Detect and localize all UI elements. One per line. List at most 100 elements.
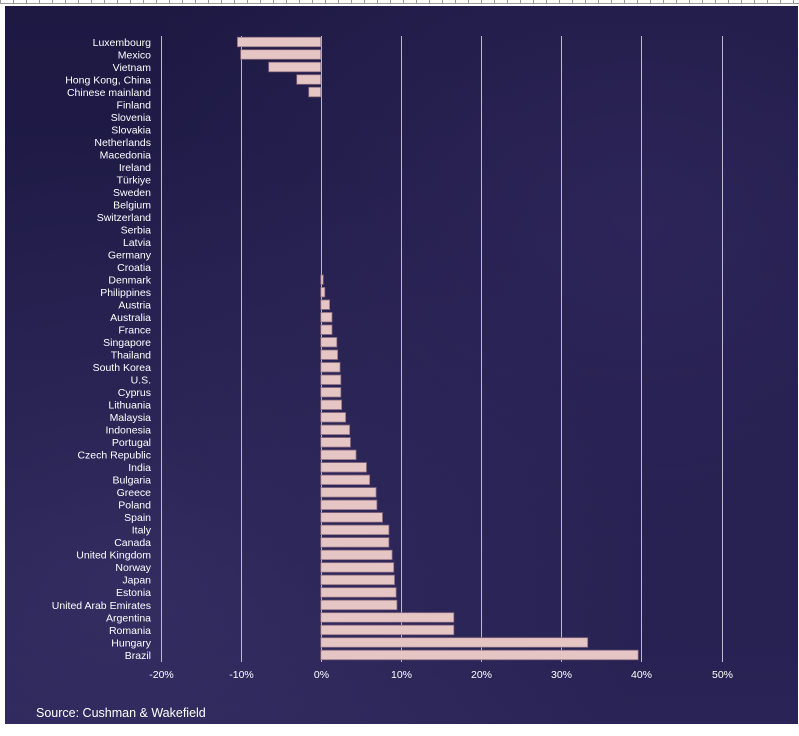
category-label: Spain: [124, 512, 151, 524]
category-label: Singapore: [103, 337, 151, 349]
top-ruler-strip: [0, 0, 799, 4]
category-label: Slovenia: [111, 112, 151, 124]
category-label: Vietnam: [113, 62, 152, 74]
bar: [320, 387, 342, 398]
bar: [320, 574, 395, 586]
category-label: Austria: [118, 300, 151, 312]
bar: [240, 49, 322, 60]
bar: [268, 61, 322, 73]
category-label: South Korea: [93, 362, 152, 374]
bar: [320, 612, 455, 623]
x-tick-label: 20%: [471, 669, 492, 681]
category-label: Türkiye: [117, 174, 152, 186]
x-tick-label: -10%: [229, 669, 254, 681]
x-tick-label: 0%: [314, 669, 329, 681]
category-label: Macedonia: [100, 149, 152, 161]
bar: [320, 649, 639, 661]
x-tick-label: 30%: [551, 669, 572, 681]
gridlines: [161, 36, 723, 662]
category-label: Thailand: [111, 350, 151, 362]
x-tick-label: 40%: [631, 669, 652, 681]
bar: [320, 349, 339, 360]
category-label: Latvia: [123, 237, 151, 249]
category-label: Lithuania: [108, 400, 151, 412]
category-label: Cyprus: [118, 387, 151, 399]
category-label: U.S.: [131, 375, 151, 387]
x-tick-label: -20%: [149, 669, 174, 681]
source-note: Source: Cushman & Wakefield: [36, 706, 206, 720]
category-label: United Kingdom: [76, 550, 151, 562]
category-label: Brazil: [125, 650, 151, 662]
category-label: Mexico: [118, 49, 151, 61]
category-label: Philippines: [100, 287, 151, 299]
category-label: Serbia: [121, 224, 152, 236]
bar: [320, 299, 331, 310]
bar: [320, 362, 341, 373]
category-label: Luxembourg: [93, 37, 152, 49]
bar: [320, 537, 390, 548]
category-label: India: [128, 462, 151, 474]
category-label: Poland: [118, 500, 151, 512]
bar: [320, 524, 390, 536]
bar: [320, 437, 351, 448]
category-label: France: [118, 325, 151, 337]
category-label: Switzerland: [97, 212, 151, 224]
bar: [320, 274, 324, 285]
bar: [320, 549, 393, 561]
category-label: Sweden: [113, 187, 151, 199]
bar: [320, 624, 455, 636]
bar: [320, 412, 347, 423]
category-label: Estonia: [116, 587, 151, 599]
bar: [320, 312, 333, 323]
bar: [320, 587, 397, 598]
bar: [320, 424, 351, 435]
bar: [320, 487, 377, 498]
bar: [320, 562, 395, 573]
bar: [237, 36, 322, 48]
category-label: Czech Republic: [77, 450, 151, 462]
category-label: Germany: [108, 249, 152, 261]
category-label: Canada: [114, 537, 151, 549]
category-label: Slovakia: [111, 124, 151, 136]
x-axis-tick-labels: -20% -10% 0% 10% 20% 30% 40% 50%: [149, 669, 733, 681]
category-label: Malaysia: [110, 412, 152, 424]
bar: [296, 74, 322, 85]
category-label: Belgium: [113, 199, 151, 211]
bar: [320, 337, 338, 348]
category-label: Australia: [110, 312, 151, 324]
bar: [320, 287, 326, 298]
category-label: Ireland: [119, 162, 151, 174]
category-label: Romania: [109, 625, 151, 637]
bar: [320, 637, 589, 648]
category-label: Italy: [132, 525, 152, 537]
bar: [308, 86, 322, 98]
x-tick-label: 10%: [391, 669, 412, 681]
category-label: Croatia: [117, 262, 151, 274]
bar: [320, 399, 343, 410]
bar: [320, 474, 371, 486]
bar: [320, 599, 398, 611]
bar: [320, 324, 333, 335]
category-label: Finland: [117, 99, 152, 111]
bar: [320, 449, 357, 460]
category-label: Norway: [115, 562, 151, 574]
category-label: Hungary: [111, 637, 151, 649]
category-label: Denmark: [108, 274, 151, 286]
category-label: Chinese mainland: [67, 87, 151, 99]
bars: [237, 36, 639, 661]
bar: [320, 499, 378, 511]
category-label: Greece: [117, 487, 152, 499]
category-label: Netherlands: [94, 137, 151, 149]
category-label: Argentina: [106, 612, 151, 624]
category-label: Hong Kong, China: [65, 74, 151, 86]
bar: [320, 374, 342, 385]
category-label: Portugal: [112, 437, 151, 449]
x-tick-label: 50%: [712, 669, 733, 681]
category-label: Bulgaria: [112, 475, 151, 487]
category-label: Japan: [122, 575, 151, 587]
category-label: United Arab Emirates: [52, 600, 151, 612]
bar: [320, 512, 383, 523]
bar: [320, 462, 367, 473]
